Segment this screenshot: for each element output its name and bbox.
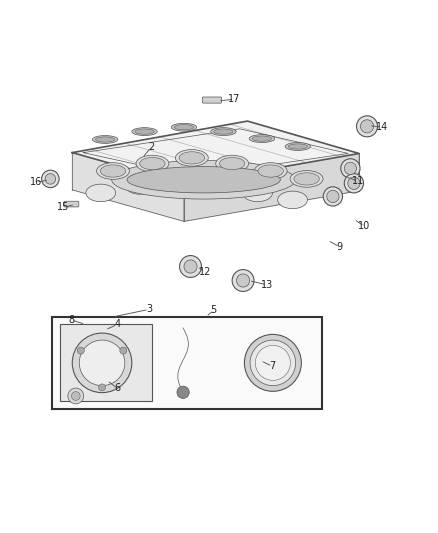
Text: 7: 7 xyxy=(269,361,276,372)
Ellipse shape xyxy=(135,129,154,134)
Circle shape xyxy=(78,347,85,354)
Text: 8: 8 xyxy=(68,315,74,325)
Ellipse shape xyxy=(112,160,296,199)
Circle shape xyxy=(68,388,84,404)
Text: 6: 6 xyxy=(114,383,120,393)
Bar xyxy=(52,317,322,409)
Circle shape xyxy=(360,120,374,133)
Ellipse shape xyxy=(100,165,126,177)
Text: 17: 17 xyxy=(228,94,240,104)
Ellipse shape xyxy=(165,171,194,189)
Ellipse shape xyxy=(215,155,249,172)
Text: 4: 4 xyxy=(114,319,120,329)
Ellipse shape xyxy=(179,152,205,164)
Ellipse shape xyxy=(252,136,272,141)
Circle shape xyxy=(255,345,290,381)
Polygon shape xyxy=(60,324,152,401)
Text: 14: 14 xyxy=(376,122,388,132)
Ellipse shape xyxy=(243,184,272,201)
Circle shape xyxy=(99,384,106,391)
Circle shape xyxy=(45,174,56,184)
Circle shape xyxy=(250,340,296,386)
Ellipse shape xyxy=(171,123,197,131)
Ellipse shape xyxy=(288,144,307,149)
Circle shape xyxy=(327,190,339,203)
Circle shape xyxy=(184,260,197,273)
Circle shape xyxy=(323,187,343,206)
Text: 16: 16 xyxy=(30,177,42,188)
Text: 13: 13 xyxy=(261,280,273,290)
Circle shape xyxy=(341,159,360,178)
Ellipse shape xyxy=(211,128,236,135)
Text: 9: 9 xyxy=(336,242,343,252)
Text: 11: 11 xyxy=(352,176,364,186)
Ellipse shape xyxy=(96,163,130,179)
Circle shape xyxy=(357,116,378,137)
Ellipse shape xyxy=(294,173,319,185)
Text: 5: 5 xyxy=(211,305,217,316)
Circle shape xyxy=(344,174,364,193)
Circle shape xyxy=(237,274,250,287)
FancyBboxPatch shape xyxy=(202,97,222,103)
Text: 2: 2 xyxy=(148,142,154,152)
Circle shape xyxy=(348,177,360,189)
Circle shape xyxy=(232,270,254,292)
FancyBboxPatch shape xyxy=(64,201,79,207)
Circle shape xyxy=(120,347,127,354)
Ellipse shape xyxy=(254,163,287,179)
Ellipse shape xyxy=(127,167,280,193)
Ellipse shape xyxy=(204,177,234,194)
Circle shape xyxy=(180,255,201,278)
Ellipse shape xyxy=(290,171,323,187)
Text: 12: 12 xyxy=(199,266,211,277)
Ellipse shape xyxy=(258,165,283,177)
Ellipse shape xyxy=(92,135,118,143)
Circle shape xyxy=(344,162,357,174)
Ellipse shape xyxy=(285,142,311,150)
Ellipse shape xyxy=(214,129,233,134)
Ellipse shape xyxy=(219,157,245,169)
Circle shape xyxy=(79,340,125,386)
Ellipse shape xyxy=(249,135,275,142)
Circle shape xyxy=(244,334,301,391)
Circle shape xyxy=(177,386,189,399)
Circle shape xyxy=(72,333,132,393)
Text: 15: 15 xyxy=(57,203,70,212)
Polygon shape xyxy=(184,154,359,221)
Polygon shape xyxy=(72,121,359,184)
Text: 3: 3 xyxy=(146,304,152,314)
Ellipse shape xyxy=(278,191,307,209)
Circle shape xyxy=(42,170,59,188)
Circle shape xyxy=(71,392,80,400)
Ellipse shape xyxy=(86,184,116,201)
Polygon shape xyxy=(72,152,184,221)
Ellipse shape xyxy=(132,128,157,135)
Ellipse shape xyxy=(175,150,208,166)
Ellipse shape xyxy=(140,157,165,169)
Ellipse shape xyxy=(136,155,169,172)
Text: 10: 10 xyxy=(358,221,371,231)
Ellipse shape xyxy=(174,125,194,130)
Ellipse shape xyxy=(95,137,115,142)
Ellipse shape xyxy=(125,177,155,194)
